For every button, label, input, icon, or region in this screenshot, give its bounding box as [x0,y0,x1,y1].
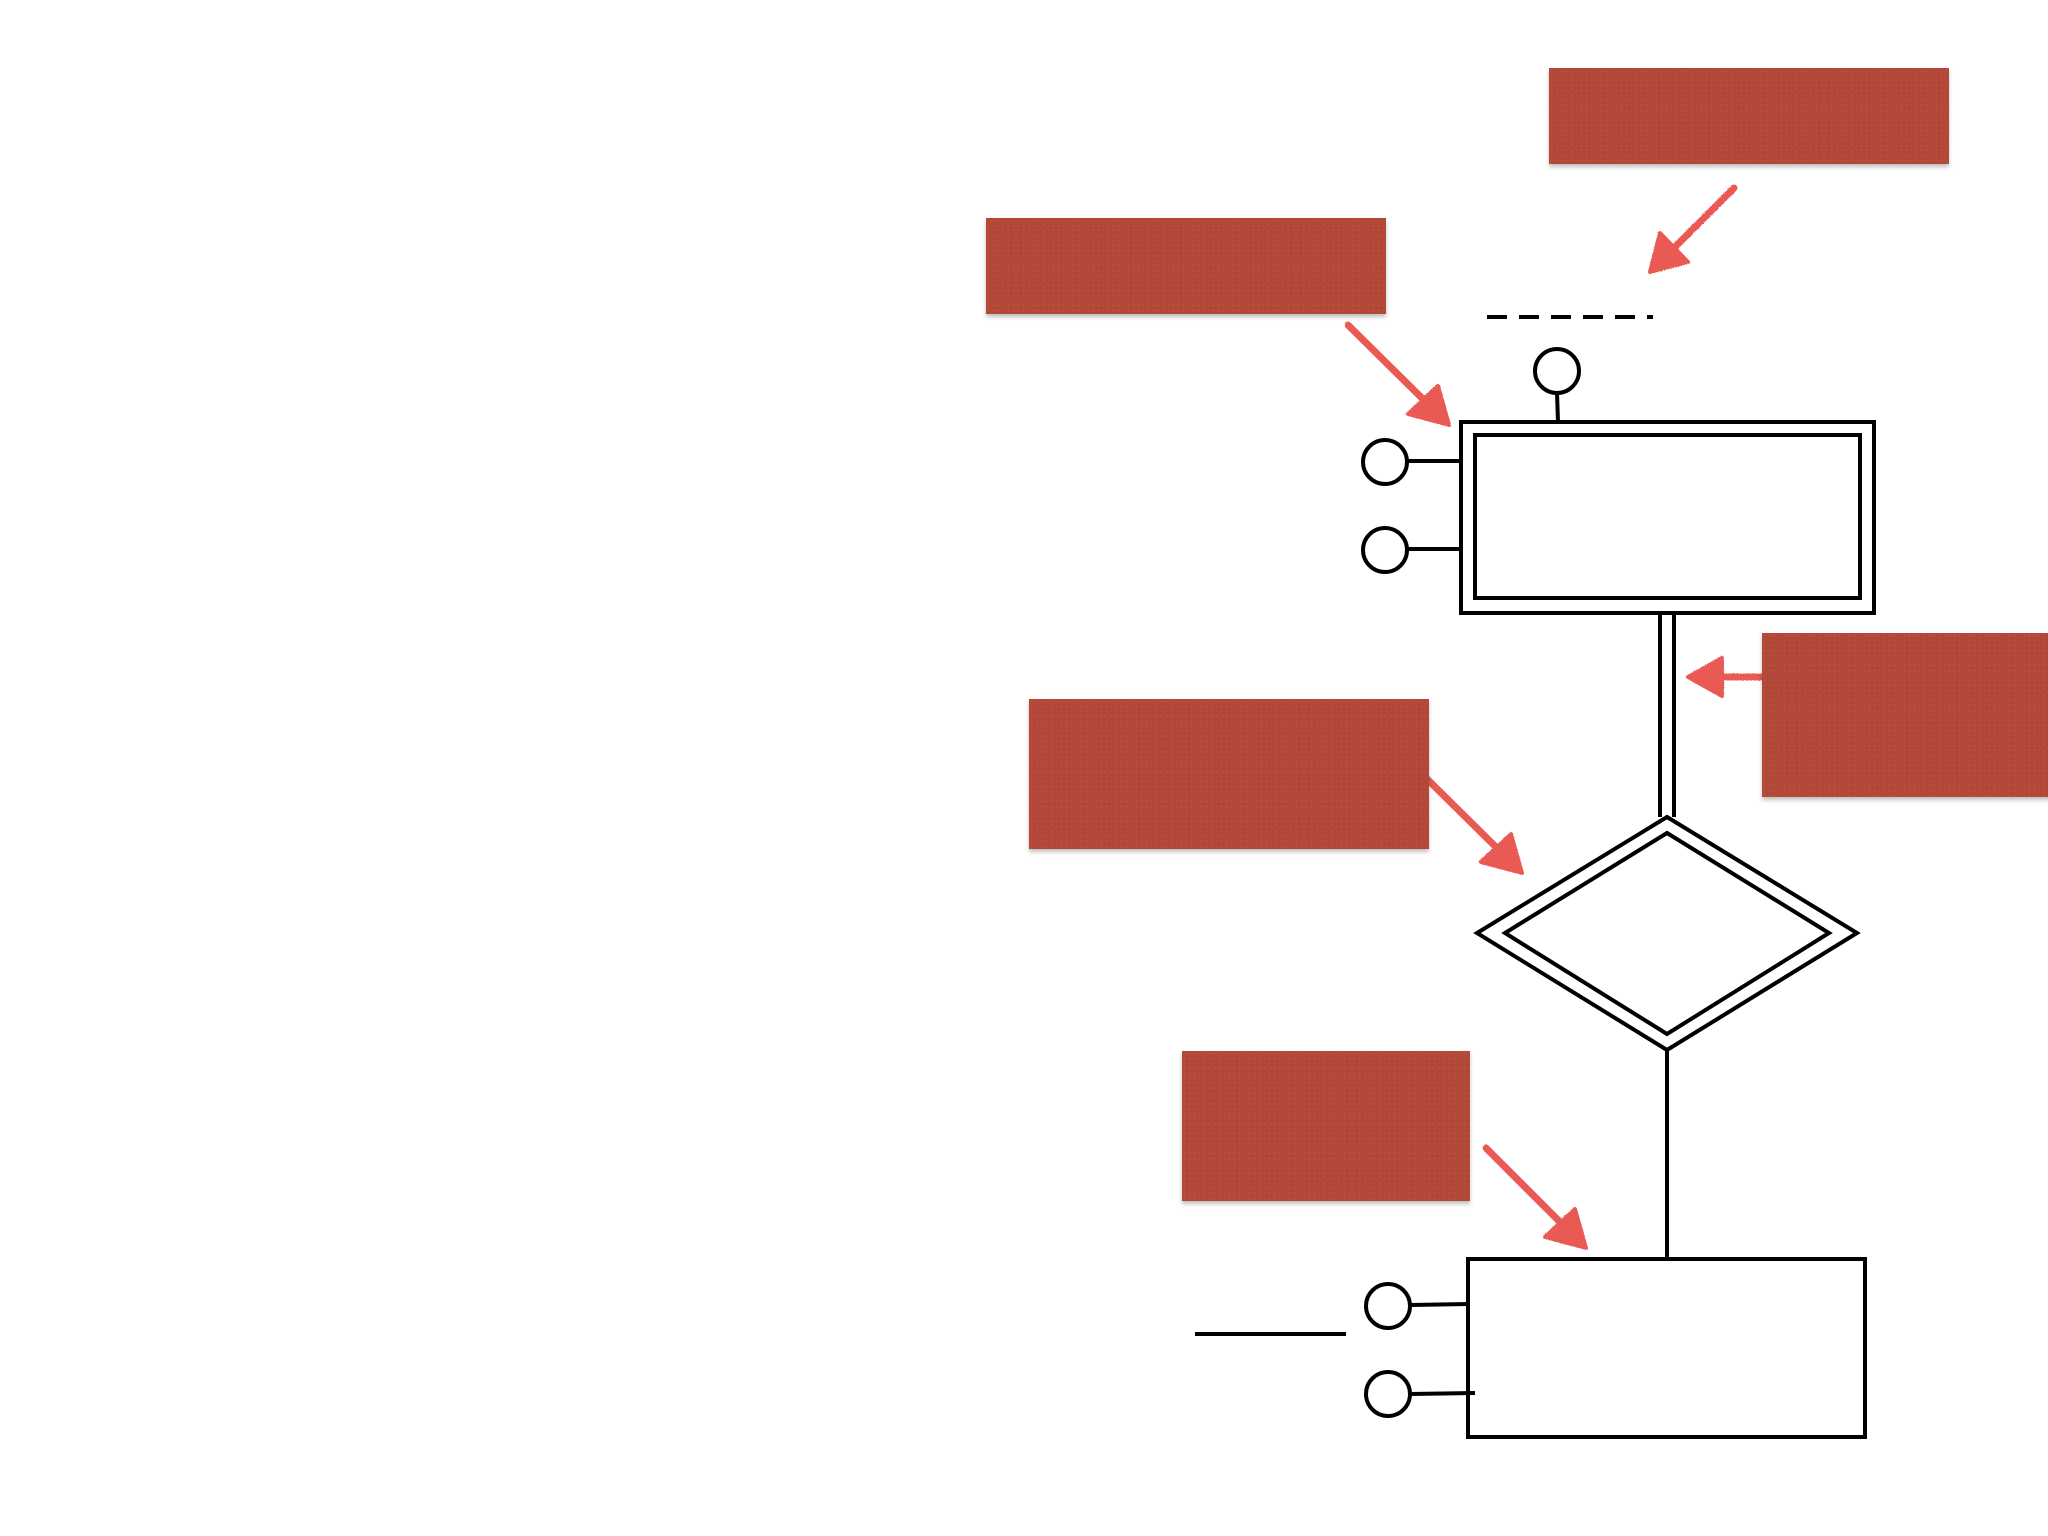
arrow-to-partial-key-icon [1648,184,1738,274]
total-participation-line [1658,613,1676,817]
relationship-outer-border [1473,814,1861,1053]
arrow-to-total-participation-icon [1686,656,1772,698]
sticky-note-identifying-relationship [1029,699,1429,849]
entity-attribute-1 [1195,1282,1469,1336]
weak-entity-attribute-1 [1361,438,1461,486]
weak-entity-inner-border [1473,433,1862,600]
sticky-note-weak-entity [986,218,1386,314]
arrow-to-owner-entity-icon [1482,1144,1588,1250]
sticky-note-owner-entity [1182,1051,1470,1201]
owner-entity [1466,1257,1867,1439]
identifying-relationship [1473,814,1861,1053]
weak-entity-outer-border [1459,420,1876,615]
attribute-connector [1409,1391,1476,1396]
relationship-inner-border [1501,830,1833,1037]
arrow-to-weak-entity-icon [1344,321,1451,427]
weak-entity-attribute-2 [1361,526,1461,574]
weak-entity-attribute-top [1487,315,1653,423]
attribute-circle [1361,438,1409,486]
sticky-note-partial-key [1549,68,1949,164]
attribute-circle [1364,1370,1412,1418]
attribute-connector [1409,1302,1469,1307]
arrow-to-identifying-relationship-icon [1417,769,1524,875]
annotation-arrows [1344,184,1772,1250]
attribute-circle [1364,1282,1412,1330]
attribute-circle [1361,526,1409,574]
attribute-circle [1533,347,1581,395]
entity-border [1466,1257,1867,1439]
weak-entity [1459,420,1876,615]
attribute-connector [1555,392,1560,423]
entity-attribute-2 [1364,1370,1476,1418]
sticky-note-total-participation [1762,633,2048,797]
